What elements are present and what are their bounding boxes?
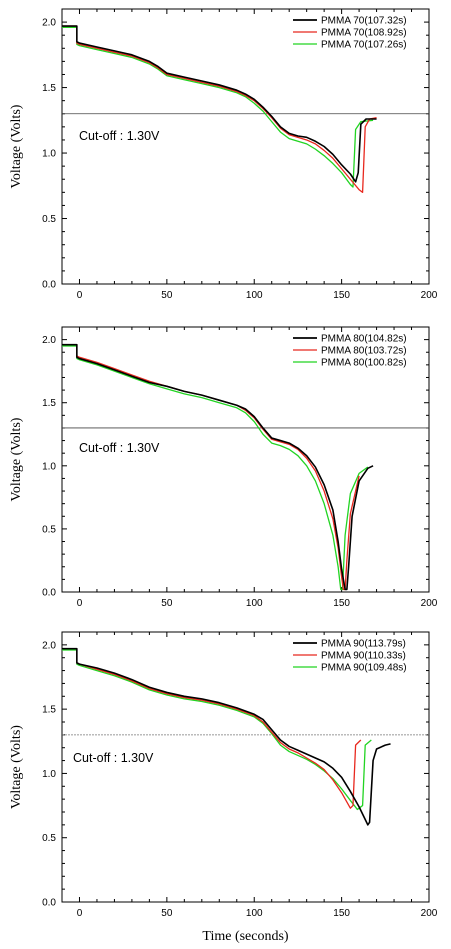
legend-label: PMMA 70(107.26s)	[321, 40, 407, 51]
y-axis-title: Voltage (Volts)	[9, 104, 24, 188]
plot-frame	[61, 8, 430, 285]
y-tick-label: 1.0	[42, 769, 56, 780]
y-tick-label: 0.0	[42, 280, 56, 291]
chart-panel: 0 50 100 150 200 0.0 0.5 1.0 1.5 2.0 Voltage (Volt…	[9, 631, 438, 919]
series-line	[62, 26, 374, 188]
y-tick-label: 1.5	[42, 83, 56, 94]
series-line	[62, 343, 374, 591]
legend-label: PMMA 80(104.82s)	[321, 334, 407, 345]
series-line	[62, 345, 369, 591]
legend-label: PMMA 70(108.92s)	[321, 28, 407, 39]
x-axis-title: Time (seconds)	[202, 929, 289, 944]
x-tick-label: 0	[77, 908, 83, 919]
y-tick-label: 2.0	[42, 335, 56, 346]
x-tick-label: 200	[421, 908, 438, 919]
x-tick-label: 0	[77, 598, 83, 609]
series-line	[62, 25, 377, 183]
x-tick-label: 150	[333, 290, 350, 301]
chart-panel: 0 50 100 150 200 0.0 0.5 1.0 1.5 2.0 Voltage (Volt…	[9, 326, 438, 609]
y-axis-title: Voltage (Volts)	[9, 725, 24, 809]
y-tick-label: 1.5	[42, 398, 56, 409]
legend-label: PMMA 70(107.32s)	[321, 16, 407, 27]
x-tick-label: 200	[421, 290, 438, 301]
x-tick-label: 150	[333, 908, 350, 919]
cutoff-label: Cut-off : 1.30V	[79, 441, 160, 455]
legend-label: PMMA 90(113.79s)	[321, 639, 406, 650]
x-tick-label: 100	[246, 290, 263, 301]
series-line	[62, 649, 372, 811]
legend-label: PMMA 80(100.82s)	[321, 358, 407, 369]
x-tick-label: 0	[77, 290, 83, 301]
x-tick-label: 50	[161, 908, 173, 919]
chart-panel: 0 50 100 150 200 0.0 0.5 1.0 1.5 2.0 Voltage (Volt…	[9, 8, 438, 301]
series-line	[62, 647, 391, 826]
y-tick-label: 1.0	[42, 149, 56, 160]
plot-frame	[61, 326, 430, 593]
plot-frame	[61, 631, 430, 903]
y-tick-label: 2.0	[42, 18, 56, 29]
y-tick-label: 0.5	[42, 524, 56, 535]
x-tick-label: 150	[333, 598, 350, 609]
legend-label: PMMA 90(110.33s)	[321, 651, 406, 662]
cutoff-label: Cut-off : 1.30V	[79, 129, 160, 143]
cutoff-label: Cut-off : 1.30V	[73, 751, 154, 765]
x-tick-label: 200	[421, 598, 438, 609]
y-axis-title: Voltage (Volts)	[9, 417, 24, 501]
x-tick-label: 50	[161, 598, 173, 609]
y-tick-label: 2.0	[42, 640, 56, 651]
x-tick-label: 50	[161, 290, 173, 301]
y-tick-label: 0.5	[42, 833, 56, 844]
y-tick-label: 0.0	[42, 898, 56, 909]
y-tick-label: 0.0	[42, 588, 56, 599]
x-tick-label: 100	[246, 598, 263, 609]
series-line	[62, 25, 377, 193]
y-tick-label: 0.5	[42, 214, 56, 225]
series-line	[62, 344, 360, 591]
x-tick-label: 100	[246, 908, 263, 919]
legend-label: PMMA 90(109.48s)	[321, 663, 407, 674]
y-tick-label: 1.0	[42, 461, 56, 472]
series-line	[62, 648, 362, 809]
y-tick-label: 1.5	[42, 705, 56, 716]
legend-label: PMMA 80(103.72s)	[321, 346, 407, 357]
